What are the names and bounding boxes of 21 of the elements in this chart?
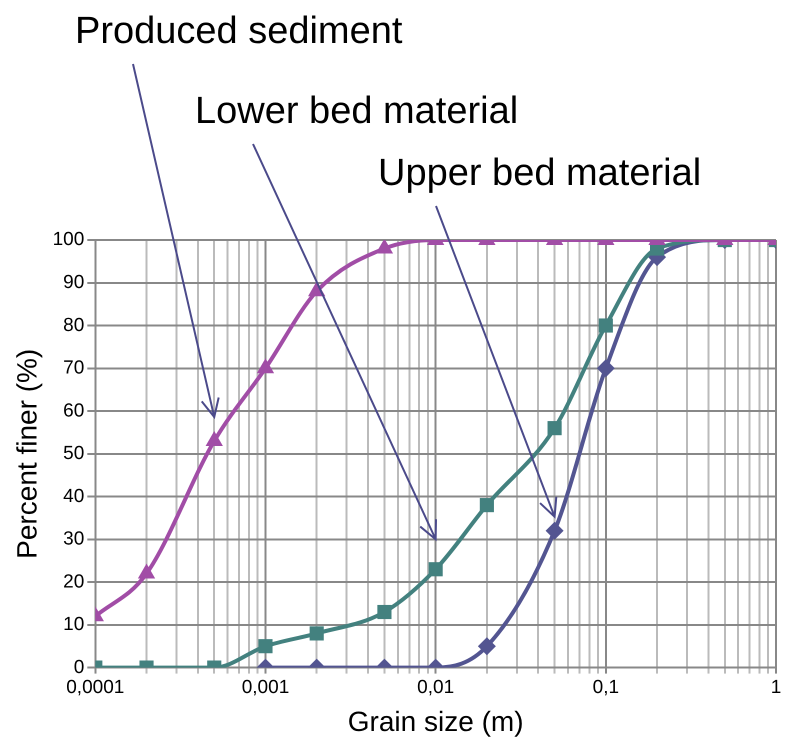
y-tick-label: 40 xyxy=(63,486,84,507)
x-tick-label: 0,0001 xyxy=(66,677,124,698)
y-tick-label: 20 xyxy=(63,571,84,592)
x-axis-title: Grain size (m) xyxy=(348,706,524,737)
y-tick-label: 10 xyxy=(63,614,84,636)
y-tick-label: 90 xyxy=(63,272,84,293)
y-tick-label: 80 xyxy=(63,314,84,336)
x-tick-label: 1 xyxy=(770,677,782,698)
x-tick-label: 0,01 xyxy=(417,677,454,698)
y-axis-title: Percent finer (%) xyxy=(12,348,43,559)
y-tick-label: 30 xyxy=(63,528,84,550)
series-label: Upper bed material xyxy=(378,152,702,194)
text: Lower bed material xyxy=(195,90,518,132)
y-tick-label: 0 xyxy=(74,656,84,678)
y-tick-label: 60 xyxy=(63,400,84,422)
text: Produced sediment xyxy=(75,10,402,52)
y-tick-label: 100 xyxy=(52,229,84,250)
x-tick-label: 0,001 xyxy=(242,677,290,698)
x-tick-label: 0,1 xyxy=(592,677,620,698)
y-tick-label: 50 xyxy=(63,443,84,464)
y-tick-label: 70 xyxy=(63,358,84,379)
